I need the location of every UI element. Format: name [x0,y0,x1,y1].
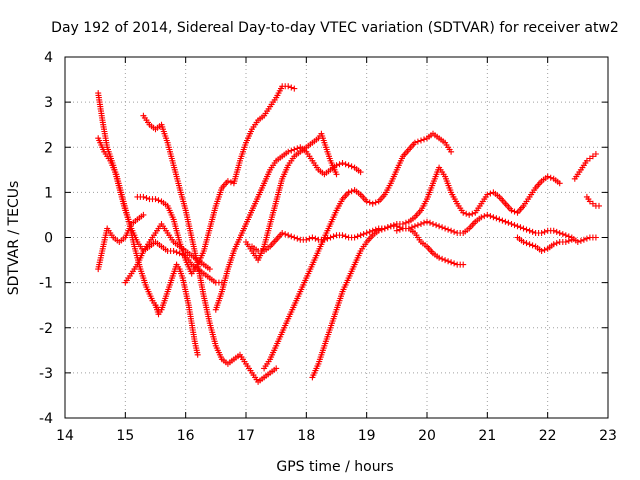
x-tick-label: 20 [418,428,436,444]
series-track-3 [95,211,147,273]
plus-markers [514,234,575,254]
y-axis-label: SDTVAR / TECUs [6,181,22,296]
x-tick-label: 23 [599,428,617,444]
chart-title: Day 192 of 2014, Sidereal Day-to-day VTE… [51,20,619,36]
series-track-11 [261,130,455,372]
series-track-14 [514,234,575,254]
y-tick-label: -1 [39,276,53,292]
y-tick-label: 0 [44,231,53,247]
series-track-12 [309,164,563,381]
plus-markers [152,261,201,358]
plus-markers [140,112,280,385]
series-track-4 [140,112,280,385]
x-tick-label: 18 [297,428,315,444]
plus-markers [571,151,599,182]
y-tick-label: 4 [44,50,53,66]
series-track-16 [583,193,602,209]
plot-frame [64,56,609,419]
series-track-15 [571,151,599,182]
x-tick-label: 19 [358,428,376,444]
series-track-9 [243,130,340,264]
series-track-6 [134,83,298,277]
plot-axes [64,56,609,419]
x-tick-label: 22 [539,428,557,444]
y-tick-label: -3 [39,366,53,382]
plus-markers [243,130,340,264]
y-tick-labels: -4 -3 -2 -1 0 1 2 3 4 [39,50,53,427]
plus-markers [261,130,455,372]
x-tick-labels: 14 15 16 17 18 19 20 21 22 23 [56,428,617,444]
plus-markers [95,135,162,313]
y-tick-label: 3 [44,95,53,111]
data-series [95,83,602,385]
y-tick-label: 2 [44,140,53,156]
plus-markers [134,83,298,277]
x-tick-label: 15 [116,428,134,444]
y-tick-label: 1 [44,185,53,201]
plus-markers [393,211,599,245]
y-tick-label: -4 [39,411,53,427]
series-track-7 [152,261,201,358]
x-tick-label: 21 [478,428,496,444]
y-tick-label: -2 [39,321,53,337]
x-axis-label: GPS time / hours [276,459,393,475]
plus-markers [95,211,147,273]
x-tick-label: 16 [177,428,195,444]
x-tick-label: 17 [237,428,255,444]
series-track-2 [95,135,162,313]
plus-markers [309,164,563,381]
x-tick-label: 14 [56,428,74,444]
series-track-13 [393,211,599,245]
plus-markers [583,193,602,209]
